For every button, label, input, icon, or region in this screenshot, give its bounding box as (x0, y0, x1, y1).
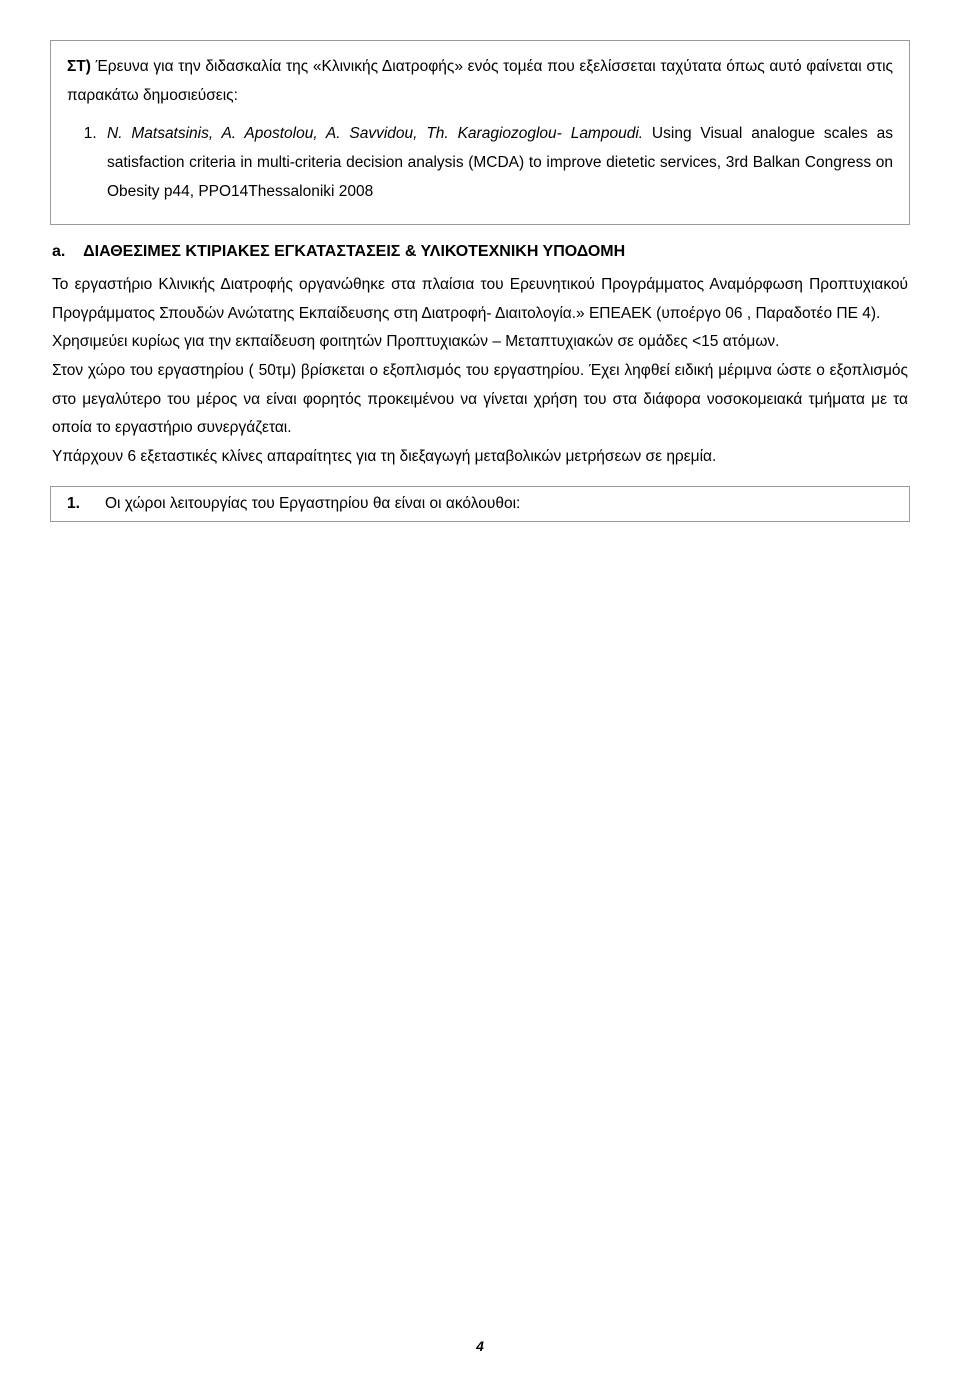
publication-authors: N. Matsatsinis, A. Apostolou, A. Savvido… (107, 125, 643, 142)
section-a-para-2: Χρησιμεύει κυρίως για την εκπαίδευση φοι… (52, 328, 908, 357)
section-a-heading: a. ΔΙΑΘΕΣΙΜΕΣ ΚΤΙΡΙΑΚΕΣ ΕΓΚΑΤΑΣΤΑΣΕΙΣ & … (52, 239, 908, 265)
page-number: 4 (476, 1338, 484, 1354)
section-a-prefix: a. (52, 243, 65, 260)
facilities-row-number: 1. (67, 495, 85, 513)
section-st-intro: ΣΤ) Έρευνα για την διδασκαλία της «Κλινι… (67, 53, 893, 110)
section-a-para-1: Το εργαστήριο Κλινικής Διατροφής οργανώθ… (52, 271, 908, 328)
publication-item-1: N. Matsatsinis, A. Apostolou, A. Savvido… (101, 120, 893, 206)
section-a-para-4: Υπάρχουν 6 εξεταστικές κλίνες απαραίτητε… (52, 443, 908, 472)
facilities-row-text: Οι χώροι λειτουργίας του Εργαστηρίου θα … (105, 495, 520, 513)
section-a: a. ΔΙΑΘΕΣΙΜΕΣ ΚΤΙΡΙΑΚΕΣ ΕΓΚΑΤΑΣΤΑΣΕΙΣ & … (50, 239, 910, 471)
document-page: ΣΤ) Έρευνα για την διδασκαλία της «Κλινι… (0, 0, 960, 1384)
facilities-list-cell: 1. Οι χώροι λειτουργίας του Εργαστηρίου … (50, 486, 910, 522)
section-a-para-3: Στον χώρο του εργαστηρίου ( 50τμ) βρίσκε… (52, 357, 908, 443)
section-a-title: ΔΙΑΘΕΣΙΜΕΣ ΚΤΙΡΙΑΚΕΣ ΕΓΚΑΤΑΣΤΑΣΕΙΣ & ΥΛΙ… (83, 243, 625, 260)
facilities-list-row: 1. Οι χώροι λειτουργίας του Εργαστηρίου … (67, 495, 893, 513)
section-st-cell: ΣΤ) Έρευνα για την διδασκαλία της «Κλινι… (50, 40, 910, 225)
section-st-label: ΣΤ) (67, 58, 91, 75)
publication-list: N. Matsatsinis, A. Apostolou, A. Savvido… (67, 120, 893, 206)
section-st-intro-text: Έρευνα για την διδασκαλία της «Κλινικής … (67, 58, 893, 104)
